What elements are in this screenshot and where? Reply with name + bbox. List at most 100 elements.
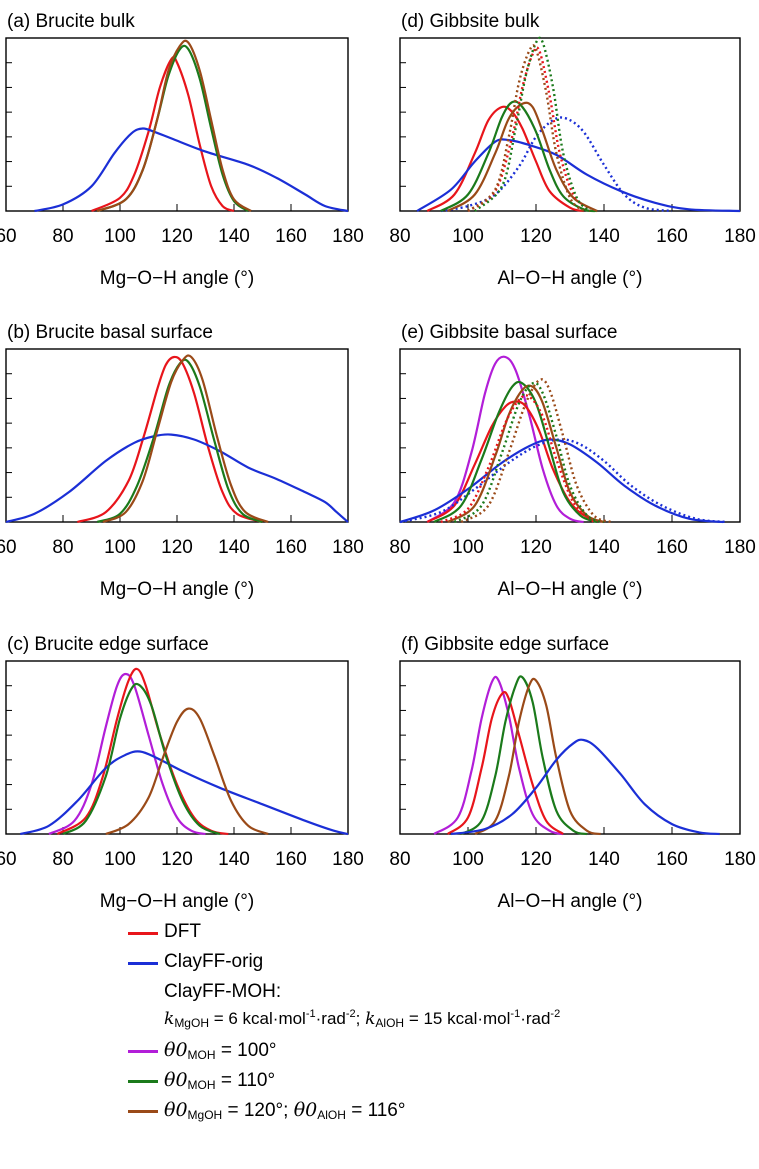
legend-label-theta-120: θ0MgOH = 120°; θ0AlOH = 116° <box>164 1099 405 1122</box>
panel-b-xtick-label: 140 <box>218 537 250 558</box>
theta-100-value: = 100° <box>220 1040 277 1061</box>
panel-b-xtick-label: 180 <box>332 537 364 558</box>
panel-a-xtick-label: 60 <box>0 226 17 247</box>
panel-b-xlabel: Mg−O−H angle (°) <box>100 579 254 600</box>
panel-a-xtick-label: 100 <box>104 226 136 247</box>
legend-label-dft: DFT <box>164 921 201 942</box>
panel-d-series-3 <box>440 100 598 213</box>
panel-d-series-2 <box>440 116 673 213</box>
panel-a-xtick-label: 160 <box>275 226 307 247</box>
panel-e: (e) Gibbsite basal surface 80 100 120 140 160… <box>389 322 755 600</box>
panel-d-xtick-label: 80 <box>389 226 410 247</box>
theta-aloh-value: = 116° <box>351 1100 406 1121</box>
panel-c: (c) Brucite edge surface 60 80 100 120 140 160… <box>0 634 364 912</box>
theta-100-symbol: θ0 <box>164 1039 188 1061</box>
k-aloh-mol-exponent: -1 <box>510 1008 521 1020</box>
panel-d-xtick-label: 160 <box>656 226 688 247</box>
panel-a-series-2 <box>96 44 249 213</box>
legend-swatch-theta-120 <box>128 1110 158 1113</box>
panel-e-series-1 <box>426 400 605 524</box>
panel-d-xtick-label: 180 <box>724 226 756 247</box>
panel-d-xtick-label: 100 <box>452 226 484 247</box>
panel-c-series-4 <box>105 707 269 836</box>
panel-d-xlabel: Al−O−H angle (°) <box>498 268 643 289</box>
panel-b-series-3 <box>102 354 269 524</box>
panel-a-xtick-label: 180 <box>332 226 364 247</box>
panel-f-frame <box>399 660 741 835</box>
theta-aloh-symbol: θ0 <box>293 1099 318 1121</box>
panel-b-series-2 <box>96 358 263 524</box>
k-aloh-rad: ·rad <box>520 1009 551 1028</box>
panel-e-xtick-label: 100 <box>452 537 484 558</box>
k-aloh-symbol: k <box>365 1009 376 1029</box>
panel-e-xtick-label: 120 <box>520 537 552 558</box>
panel-a-xlabel: Mg−O−H angle (°) <box>100 268 254 289</box>
panel-e-series-0 <box>426 355 584 524</box>
panel-b-series-0 <box>76 355 263 524</box>
k-mgoh-rad: ·rad <box>315 1009 346 1028</box>
panel-a-xtick-label: 140 <box>218 226 250 247</box>
panel-e-series-7 <box>453 381 605 524</box>
panel-e-xtick-label: 180 <box>724 537 756 558</box>
panel-c-xtick-label: 60 <box>0 849 17 870</box>
panel-a-xtick-label: 120 <box>161 226 193 247</box>
panel-e-xtick-label: 160 <box>656 537 688 558</box>
theta-110-symbol: θ0 <box>164 1069 188 1091</box>
panel-d-series-4 <box>447 101 598 212</box>
panel-b-xtick-label: 160 <box>275 537 307 558</box>
k-aloh-value: = 15 kcal·mol <box>408 1009 511 1028</box>
panel-d-xtick-label: 140 <box>588 226 620 247</box>
legend-label-theta-110: θ0MOH = 110° <box>164 1069 275 1092</box>
panel-e-series-2 <box>399 438 724 524</box>
panel-f-xtick-label: 160 <box>656 849 688 870</box>
panel-b: (b) Brucite basal surface 60 80 100 120 140 16… <box>0 322 364 600</box>
panel-d-title: (d) Gibbsite bulk <box>401 11 540 32</box>
legend-item-theta-100: θ0MOH = 100° <box>128 1036 748 1066</box>
theta-mgoh-symbol: θ0 <box>164 1099 188 1121</box>
k-mgoh-value: = 6 kcal·mol <box>213 1009 306 1028</box>
panel-f-series-3 <box>474 677 601 836</box>
panel-f-xtick-label: 180 <box>724 849 756 870</box>
panel-f-title: (f) Gibbsite edge surface <box>401 634 609 655</box>
panel-f-xtick-label: 80 <box>389 849 410 870</box>
panel-a-series-1 <box>34 127 349 213</box>
panel-c-xtick-label: 100 <box>104 849 136 870</box>
legend-item-moh-title: ClayFF-MOH: <box>128 978 748 1008</box>
k-aloh-rad-exponent: -2 <box>550 1008 561 1020</box>
legend-label-clayff-orig: ClayFF-orig <box>164 951 264 972</box>
panel-d-series-6 <box>473 36 592 212</box>
panel-f: (f) Gibbsite edge surface 80 100 120 140 160 1… <box>389 634 755 912</box>
panel-c-series-2 <box>19 750 349 836</box>
k-mgoh-mol-exponent: -1 <box>305 1008 316 1020</box>
panel-b-title: (b) Brucite basal surface <box>7 322 213 343</box>
panel-b-xtick-label: 120 <box>161 537 193 558</box>
panel-c-series-3 <box>62 682 221 836</box>
panel-c-frame <box>5 660 349 835</box>
panel-a: (a) Brucite bulk 60 80 100 120 140 160 180 Mg−O−… <box>0 11 364 289</box>
legend-item-clayff-orig: ClayFF-orig <box>128 948 748 978</box>
legend-label-k-values: kMgOH = 6 kcal·mol-1·rad-2; kAlOH = 15 k… <box>164 1008 560 1030</box>
k-aloh-subscript: AlOH <box>375 1016 405 1030</box>
theta-110-subscript: MOH <box>187 1078 216 1092</box>
panel-f-series-1 <box>446 690 564 835</box>
panel-c-xlabel: Mg−O−H angle (°) <box>100 891 254 912</box>
legend-swatch-theta-110 <box>128 1080 158 1083</box>
panel-e-series-4 <box>433 380 598 524</box>
panel-e-xlabel: Al−O−H angle (°) <box>498 579 643 600</box>
panel-f-series-2 <box>460 675 588 836</box>
panel-a-series-3 <box>96 39 252 213</box>
theta-100-subscript: MOH <box>187 1048 216 1062</box>
panel-f-series-4 <box>450 738 720 836</box>
legend-swatch-theta-100 <box>128 1050 158 1053</box>
panel-b-xtick-label: 100 <box>104 537 136 558</box>
panel-e-series-5 <box>447 384 605 524</box>
legend-swatch-dft <box>128 932 158 935</box>
legend-item-dft: DFT <box>128 918 748 948</box>
legend-item-theta-110: θ0MOH = 110° <box>128 1066 748 1096</box>
theta-mgoh-subscript: MgOH <box>187 1108 223 1122</box>
panel-b-xtick-label: 80 <box>52 537 73 558</box>
k-mgoh-rad-exponent: -2 <box>345 1008 356 1020</box>
panel-e-xtick-label: 140 <box>588 537 620 558</box>
panel-f-series-0 <box>433 675 564 836</box>
